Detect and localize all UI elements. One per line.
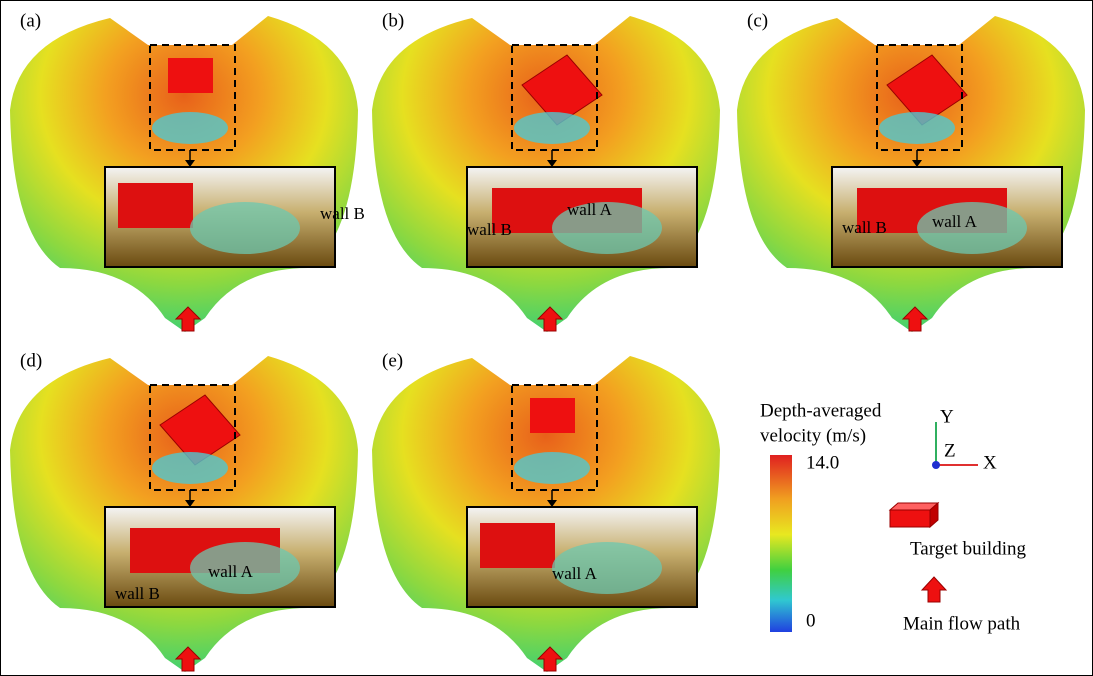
zoom-arrow	[185, 160, 195, 167]
panel-label: (e)	[382, 350, 403, 371]
flow-arrow	[174, 646, 202, 672]
wall-label: wall B	[842, 218, 887, 237]
flow-arrow-icon	[920, 576, 948, 603]
zoom-box	[511, 44, 598, 151]
target-building	[159, 394, 241, 466]
panel-label: (a)	[20, 10, 41, 31]
wake	[514, 112, 590, 144]
inset-flow	[552, 202, 662, 254]
inset-flow	[190, 542, 300, 594]
target-building	[168, 58, 213, 93]
zoom-box	[511, 384, 598, 491]
wall-label: wall B	[115, 584, 160, 603]
legend-title: Depth-averaged	[760, 400, 882, 421]
z-axis-icon	[932, 461, 940, 469]
colorbar	[770, 455, 792, 632]
flow-arrow	[536, 306, 564, 332]
wake	[152, 452, 228, 484]
axis-label: X	[983, 452, 997, 473]
target-building	[886, 54, 968, 126]
wall-label: wall A	[932, 212, 978, 231]
legend: Depth-averaged velocity (m/s) 14.0 0 Y Z…	[760, 400, 1026, 634]
panel: wall B (a)	[10, 10, 365, 332]
wall-label: wall A	[552, 564, 598, 583]
colorbar-max: 14.0	[806, 452, 839, 473]
flow-arrow	[174, 306, 202, 332]
inset-building	[118, 183, 193, 228]
panel: wall B wall A (d)	[10, 350, 358, 672]
flow-arrow	[536, 646, 564, 672]
panel-label: (c)	[747, 10, 768, 31]
zoom-box	[149, 384, 236, 491]
colorbar-min: 0	[806, 610, 816, 631]
panel-label: (d)	[20, 350, 42, 371]
axis-label: Z	[944, 440, 956, 461]
panel: wall A (e)	[372, 350, 720, 672]
panel-label: (b)	[382, 10, 404, 31]
inset-flow	[190, 202, 300, 254]
zoom-arrow	[547, 500, 557, 507]
axis-label: Y	[940, 406, 954, 427]
zoom-box	[149, 44, 236, 151]
wall-label: wall B	[320, 204, 365, 223]
inset-flow	[917, 202, 1027, 254]
wall-label: wall A	[567, 200, 613, 219]
target-building	[530, 398, 575, 433]
wall-label: wall A	[208, 562, 254, 581]
legend-item: Target building	[910, 538, 1026, 559]
wall-label: wall B	[467, 220, 512, 239]
zoom-arrow	[547, 160, 557, 167]
building-icon	[889, 509, 931, 528]
wake	[879, 112, 955, 144]
flow-arrow	[901, 306, 929, 332]
wake	[152, 112, 228, 144]
inset-flow	[552, 542, 662, 594]
wake	[514, 452, 590, 484]
inset-building	[480, 523, 555, 568]
legend-title: velocity (m/s)	[760, 425, 866, 446]
zoom-arrow	[912, 160, 922, 167]
panel: wall B wall A (b)	[372, 10, 720, 332]
zoom-box	[876, 44, 963, 151]
legend-item: Main flow path	[903, 613, 1021, 634]
target-building	[521, 54, 603, 126]
zoom-arrow	[185, 500, 195, 507]
panel: wall B wall A (c)	[737, 10, 1085, 332]
